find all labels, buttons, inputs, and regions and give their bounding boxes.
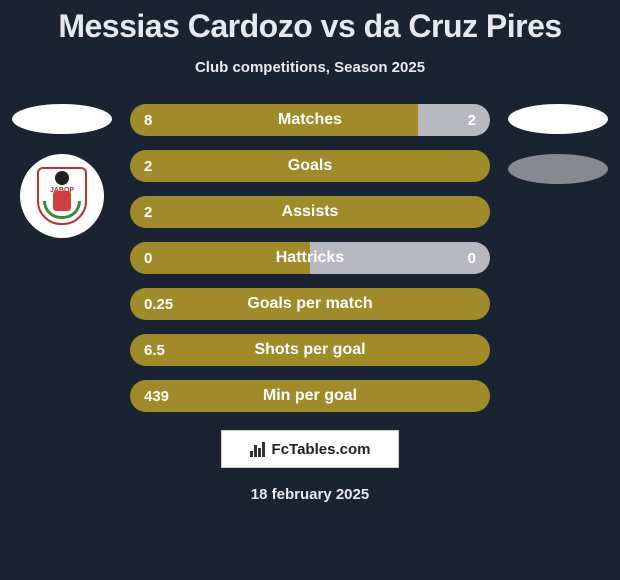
right-flag-placeholder <box>508 104 608 134</box>
shield-green-icon <box>43 201 81 219</box>
stat-row: 6.5Shots per goal <box>130 334 490 366</box>
stat-row: 00Hattricks <box>130 242 490 274</box>
right-club-placeholder <box>508 154 608 184</box>
stat-row: 0.25Goals per match <box>130 288 490 320</box>
stat-right-value: 2 <box>418 104 490 136</box>
bars-chart-icon <box>250 441 266 457</box>
stat-left-value: 6.5 <box>130 334 490 366</box>
right-column <box>508 104 608 204</box>
shield-icon: JABOP <box>37 167 87 225</box>
date-label: 18 february 2025 <box>0 486 620 503</box>
stat-left-value: 2 <box>130 150 490 182</box>
stat-row: 82Matches <box>130 104 490 136</box>
stat-row: 20Assists <box>130 196 490 228</box>
stat-left-value: 0.25 <box>130 288 490 320</box>
stat-left-value: 0 <box>130 242 310 274</box>
stat-bars: 82Matches 20Goals 20Assists 00Hattricks 0.25… <box>130 104 490 412</box>
ball-icon <box>55 171 69 185</box>
fctables-badge[interactable]: FcTables.com <box>221 430 399 468</box>
fctables-label: FcTables.com <box>272 441 371 458</box>
stat-row: 20Goals <box>130 150 490 182</box>
comparison-card: Messias Cardozo vs da Cruz Pires Club co… <box>0 0 620 580</box>
stat-left-value: 8 <box>130 104 418 136</box>
page-title: Messias Cardozo vs da Cruz Pires <box>0 8 620 45</box>
stat-left-value: 2 <box>130 196 490 228</box>
left-column: JABOP <box>12 104 112 238</box>
stats-area: JABOP 82Matches 20Goals 20Assists 00Hattric… <box>0 104 620 412</box>
stat-left-value: 439 <box>130 380 490 412</box>
left-flag-placeholder <box>12 104 112 134</box>
stat-right-value: 0 <box>310 242 490 274</box>
left-club-logo: JABOP <box>20 154 104 238</box>
stat-row: 439Min per goal <box>130 380 490 412</box>
subtitle: Club competitions, Season 2025 <box>0 59 620 76</box>
